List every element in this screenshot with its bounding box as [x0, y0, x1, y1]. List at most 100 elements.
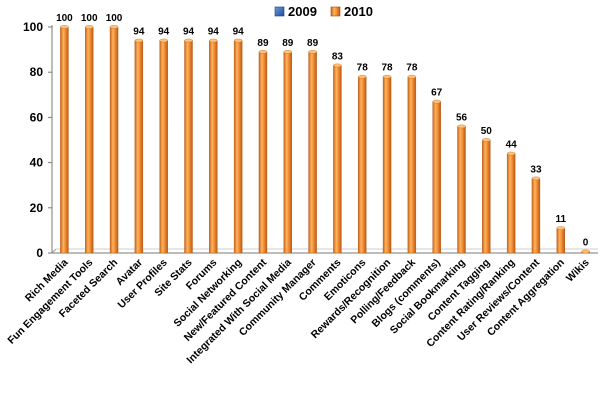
bar: [482, 138, 491, 254]
bar-top: [258, 50, 268, 54]
bar-top: [506, 151, 516, 156]
bar: [358, 74, 367, 254]
bar-top: [159, 38, 168, 43]
bar-top: [233, 38, 243, 43]
bar: [308, 50, 317, 254]
bar-front: [407, 76, 417, 254]
bar: [283, 50, 292, 254]
bars: [60, 25, 590, 254]
data-label: 78: [406, 63, 418, 74]
data-label: 33: [530, 164, 542, 175]
bar: [258, 50, 268, 254]
data-label: 56: [456, 112, 468, 123]
y-tick-label: 20: [30, 201, 44, 215]
data-label: 78: [357, 63, 369, 74]
bar-top: [407, 74, 417, 79]
bar: [209, 38, 218, 254]
bar-front: [506, 153, 516, 254]
legend-label-2010: 2010: [344, 4, 373, 19]
data-label: 44: [506, 140, 518, 151]
bar: [407, 74, 417, 254]
legend-swatch-2009: [274, 6, 285, 17]
bar-top: [85, 25, 94, 29]
bar-front: [457, 126, 466, 254]
data-label: 94: [233, 27, 245, 38]
bar: [233, 38, 243, 254]
bar-front: [531, 178, 541, 254]
bar-front: [432, 101, 441, 254]
bar-top: [283, 50, 292, 54]
bar-front: [556, 227, 565, 254]
bar-front: [308, 51, 317, 254]
data-label: 100: [106, 13, 123, 24]
data-label: 89: [282, 38, 294, 49]
data-label: 67: [431, 88, 443, 99]
bar: [109, 25, 119, 254]
y-tick-label: 0: [36, 246, 43, 260]
y-tick-label: 60: [30, 110, 44, 124]
bar: [159, 38, 168, 254]
bar: [382, 74, 392, 254]
bar: [432, 99, 441, 254]
y-tick-label: 80: [30, 65, 44, 79]
legend: 2009 2010: [274, 4, 373, 19]
bar: [531, 176, 541, 254]
data-label: 94: [133, 27, 145, 38]
bar-front: [233, 40, 243, 254]
bar: [333, 63, 342, 254]
floor-edge-left: [51, 248, 57, 254]
data-label: 0: [583, 238, 589, 249]
bar-front: [333, 65, 342, 254]
data-label: 94: [158, 27, 170, 38]
bar-front: [134, 40, 144, 254]
bar-top: [184, 38, 193, 43]
bar: [134, 38, 144, 254]
data-label: 50: [481, 126, 493, 137]
data-label: 100: [81, 13, 98, 24]
bar-top: [531, 176, 541, 181]
y-tick-label: 40: [30, 156, 44, 170]
y-axis-ticks: 0 20 40 60 80 100: [23, 20, 52, 260]
bar-top: [581, 249, 590, 254]
bar-top: [432, 99, 441, 104]
bar-top: [209, 38, 218, 43]
bar-front: [159, 40, 168, 254]
data-label: 78: [381, 63, 393, 74]
data-label: 94: [183, 27, 195, 38]
bar: [60, 25, 69, 254]
bar-top: [358, 74, 367, 79]
y-tick-label: 100: [23, 20, 43, 34]
bar-top: [333, 63, 342, 68]
bar-front: [482, 139, 491, 254]
bar: [556, 226, 565, 254]
bar-top: [382, 74, 392, 79]
bar-front: [184, 40, 193, 254]
bar-top: [308, 50, 317, 54]
data-label: 89: [257, 38, 269, 49]
data-label: 83: [332, 51, 344, 62]
data-label: 11: [555, 214, 566, 225]
legend-label-2009: 2009: [288, 4, 317, 19]
bar-front: [60, 26, 69, 254]
bar-top: [134, 38, 144, 43]
bar-front: [209, 40, 218, 254]
bar-top: [60, 25, 69, 29]
bar-top: [556, 226, 565, 230]
bar-top: [109, 25, 119, 29]
bar: [457, 124, 466, 254]
bar-front: [258, 51, 268, 254]
bar: [581, 249, 590, 254]
bar-top: [457, 124, 466, 129]
legend-swatch-2010: [330, 6, 341, 17]
data-labels: 100 100 100 94 94 94 94 94 89 89 89 83 78 78 78 67 56 50 4…: [56, 13, 589, 249]
bar: [184, 38, 193, 254]
bar-top: [482, 138, 491, 142]
bar: [506, 151, 516, 254]
x-category-label: Wikis: [564, 257, 592, 285]
data-label: 89: [307, 38, 319, 49]
bar-front: [85, 26, 94, 254]
bar-front: [358, 76, 367, 254]
data-label: 100: [56, 13, 73, 24]
